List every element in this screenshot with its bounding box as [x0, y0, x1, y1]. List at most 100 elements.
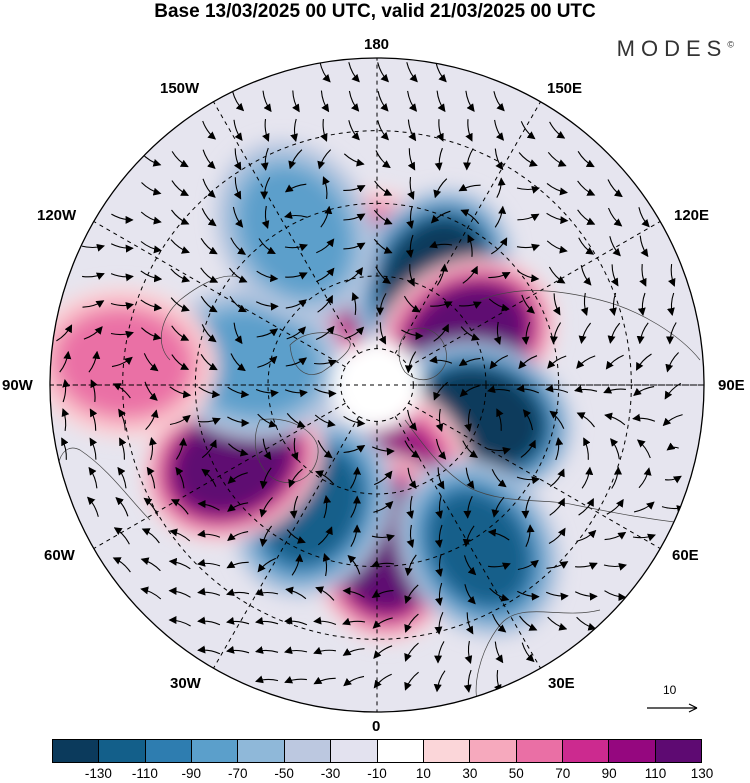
- wind-vector: [343, 213, 366, 222]
- wind-vector: [433, 178, 448, 199]
- wind-vector: [315, 470, 335, 485]
- wind-vector: [81, 243, 105, 252]
- lon-label-180: 180: [364, 36, 390, 53]
- wind-vector: [230, 353, 246, 372]
- wind-vector: [493, 91, 505, 112]
- colorbar-segment: [238, 740, 285, 762]
- anomaly-contour: [429, 492, 529, 604]
- lon-label-60w: 60W: [44, 547, 75, 564]
- wind-vector: [462, 148, 474, 171]
- wind-vector: [284, 616, 308, 626]
- wind-vector: [525, 524, 535, 548]
- wind-vector: [169, 528, 191, 542]
- wind-vector: [376, 293, 387, 316]
- wind-vector: [143, 497, 159, 516]
- wind-vector: [284, 183, 307, 193]
- wind-vector: [284, 211, 308, 219]
- wind-vector: [458, 357, 481, 367]
- wind-vector: [521, 321, 531, 345]
- wind-vector: [491, 469, 507, 488]
- reference-vector-arrow: [647, 703, 698, 713]
- wind-vector: [201, 468, 217, 487]
- wind-vector: [343, 415, 366, 428]
- wind-vector: [88, 466, 98, 489]
- wind-vector: [377, 62, 389, 83]
- wind-vector: [463, 555, 477, 576]
- wind-vector: [434, 641, 445, 664]
- wind-vector: [377, 120, 389, 141]
- wind-vector: [371, 533, 395, 542]
- colorbar-tick-label: -110: [131, 766, 158, 781]
- wind-vector: [605, 354, 624, 370]
- wind-vector: [435, 553, 443, 577]
- wind-vector: [232, 91, 245, 112]
- wind-vector: [284, 389, 308, 398]
- wind-vector: [375, 150, 391, 169]
- colorbar-ticks: -130 -110 -90 -70 -50 -30 -10 10 30 50 70 90 110 130: [52, 766, 713, 783]
- wind-vector: [516, 185, 540, 194]
- wind-vector: [198, 386, 221, 399]
- wind-vector: [118, 408, 126, 431]
- wind-vector: [577, 180, 596, 196]
- wind-vector: [284, 676, 307, 684]
- wind-vector: [496, 177, 506, 198]
- wind-vector: [407, 264, 415, 287]
- wind-vector: [226, 560, 249, 569]
- wind-vector: [262, 438, 272, 461]
- meridian-line: [213, 416, 360, 669]
- wind-vector: [313, 676, 336, 685]
- wind-vector: [90, 379, 98, 402]
- wind-vector: [344, 326, 365, 340]
- wind-vector: [434, 582, 443, 606]
- wind-vector: [548, 527, 566, 544]
- wind-vector: [639, 235, 649, 258]
- wind-vector: [636, 322, 649, 345]
- wind-vector: [141, 182, 162, 196]
- wind-vector: [117, 466, 127, 489]
- wind-vector: [406, 62, 418, 83]
- wind-vector: [286, 326, 306, 340]
- wind-vector: [110, 243, 134, 253]
- wind-vector: [545, 591, 569, 601]
- wind-vector: [494, 641, 504, 664]
- wind-vector: [435, 62, 447, 83]
- wind-vector: [146, 466, 156, 489]
- wind-vector: [373, 501, 394, 513]
- wind-vector: [171, 325, 190, 341]
- wind-vector: [665, 352, 679, 373]
- wind-vector: [433, 323, 449, 342]
- wind-vector: [175, 437, 188, 460]
- wind-vector: [255, 646, 279, 654]
- wind-vector: [169, 386, 192, 399]
- map-title: Base 13/03/2025 00 UTC, valid 21/03/2025…: [154, 1, 596, 22]
- wind-vector: [230, 237, 247, 255]
- wind-vector: [638, 207, 650, 228]
- wind-vector: [290, 438, 299, 461]
- wind-vector: [546, 212, 569, 225]
- lon-label-90e: 90E: [718, 377, 745, 394]
- wind-vector: [201, 439, 217, 459]
- wind-vector: [290, 118, 298, 142]
- wind-vector: [546, 240, 568, 254]
- wind-vector: [607, 207, 623, 227]
- wind-vector: [604, 590, 627, 602]
- wind-vector: [314, 359, 337, 367]
- wind-vector: [197, 587, 221, 596]
- wind-vector: [202, 120, 217, 140]
- wind-vector: [516, 384, 540, 394]
- wind-vector: [555, 437, 564, 461]
- wind-vector: [168, 616, 191, 627]
- wind-vector: [87, 496, 99, 517]
- wind-vector: [462, 265, 478, 284]
- wind-vector: [262, 90, 272, 113]
- wind-vector: [576, 529, 597, 542]
- wind-vector: [227, 416, 250, 427]
- wind-vector: [664, 475, 682, 484]
- meridian-line: [408, 221, 661, 368]
- wind-vector: [494, 148, 504, 171]
- wind-vector: [140, 299, 163, 312]
- wind-vector: [638, 467, 652, 489]
- wind-vector: [377, 90, 389, 112]
- wind-vector: [257, 557, 277, 573]
- wind-vector: [200, 354, 218, 371]
